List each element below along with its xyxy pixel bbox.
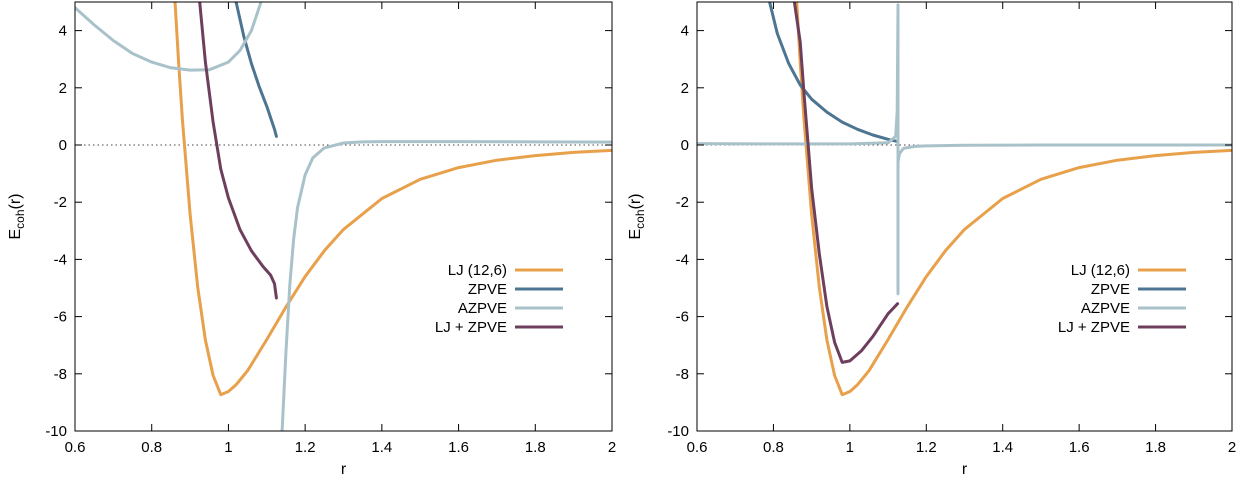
series-line-zpve xyxy=(234,2,278,138)
x-tick-label: 2 xyxy=(608,439,616,456)
x-tick-label: 0.6 xyxy=(687,439,708,456)
legend-label: LJ + ZPVE xyxy=(435,319,507,336)
legend-label: ZPVE xyxy=(468,281,507,298)
x-tick-label: 1.8 xyxy=(525,439,546,456)
y-tick-label: -2 xyxy=(54,194,67,211)
y-tick-label: -8 xyxy=(54,366,67,383)
y-tick-label: -4 xyxy=(54,251,67,268)
x-tick-label: 1.2 xyxy=(295,439,316,456)
x-axis-title: r xyxy=(341,461,347,478)
x-tick-label: 1.2 xyxy=(916,439,937,456)
series-line-azpve xyxy=(896,143,1232,164)
chart-panel-1: 0.6 0.8 1 1.2 1.4 1.6 1.8 2 -10 -8 -6 -4 -2 0 2 4 r Ecoh(… xyxy=(7,1,616,478)
plot-frame xyxy=(74,1,613,432)
legend: LJ (12,6) ZPVE AZPVE LJ + ZPVE xyxy=(1058,262,1186,336)
legend-label: AZPVE xyxy=(1081,300,1130,317)
y-tick-label: -8 xyxy=(676,366,689,383)
y-tick-label: -10 xyxy=(45,423,67,440)
series-line-zpve xyxy=(768,2,900,144)
series-group xyxy=(75,2,612,431)
y-tick-label: -4 xyxy=(676,251,689,268)
y-tick-label: 0 xyxy=(681,137,689,154)
legend-label: LJ (12,6) xyxy=(1071,262,1130,279)
y-tick-label: 0 xyxy=(59,137,67,154)
series-line-azpve xyxy=(280,140,612,431)
x-tick-label: 1 xyxy=(224,439,232,456)
y-tick-label: -6 xyxy=(676,309,689,326)
legend: LJ (12,6) ZPVE AZPVE LJ + ZPVE xyxy=(435,262,563,336)
legend-label: LJ + ZPVE xyxy=(1058,319,1130,336)
y-tick-label: -6 xyxy=(54,309,67,326)
x-tick-label: 0.8 xyxy=(763,439,784,456)
legend-label: ZPVE xyxy=(1091,281,1130,298)
chart-panel-2: 0.6 0.8 1 1.2 1.4 1.6 1.8 2 -10 -8 -6 -4 -2 0 2 4 r Ecoh(… xyxy=(627,1,1236,478)
x-axis-title: r xyxy=(962,461,968,478)
series-line-lj-12-6 xyxy=(173,2,612,397)
y-axis-title: Ecoh(r) xyxy=(627,193,647,239)
series-group xyxy=(697,2,1232,397)
y-tick-label: 4 xyxy=(59,23,67,40)
y-tick-label: 4 xyxy=(681,23,689,40)
series-line-lj-12-6 xyxy=(795,2,1232,397)
y-tick-label: 2 xyxy=(681,80,689,97)
x-tick-label: 2 xyxy=(1228,439,1236,456)
legend-label: LJ (12,6) xyxy=(448,262,507,279)
y-axis-title: Ecoh(r) xyxy=(7,193,27,239)
x-tick-label: 1.4 xyxy=(992,439,1013,456)
x-tick-label: 0.8 xyxy=(141,439,162,456)
x-tick-label: 1.6 xyxy=(448,439,469,456)
x-tick-label: 1 xyxy=(846,439,854,456)
plot-frame xyxy=(696,1,1233,432)
y-tick-label: 2 xyxy=(59,80,67,97)
x-tick-label: 0.6 xyxy=(65,439,86,456)
series-line-azpve xyxy=(697,3,900,296)
legend-label: AZPVE xyxy=(458,300,507,317)
series-line-azpve xyxy=(75,2,263,72)
x-tick-label: 1.4 xyxy=(371,439,392,456)
series-line-lj-zpve xyxy=(792,2,900,364)
series-line-lj-zpve xyxy=(198,2,278,300)
y-tick-label: -2 xyxy=(676,194,689,211)
y-tick-label: -10 xyxy=(667,423,689,440)
x-tick-label: 1.8 xyxy=(1145,439,1166,456)
x-tick-label: 1.6 xyxy=(1069,439,1090,456)
